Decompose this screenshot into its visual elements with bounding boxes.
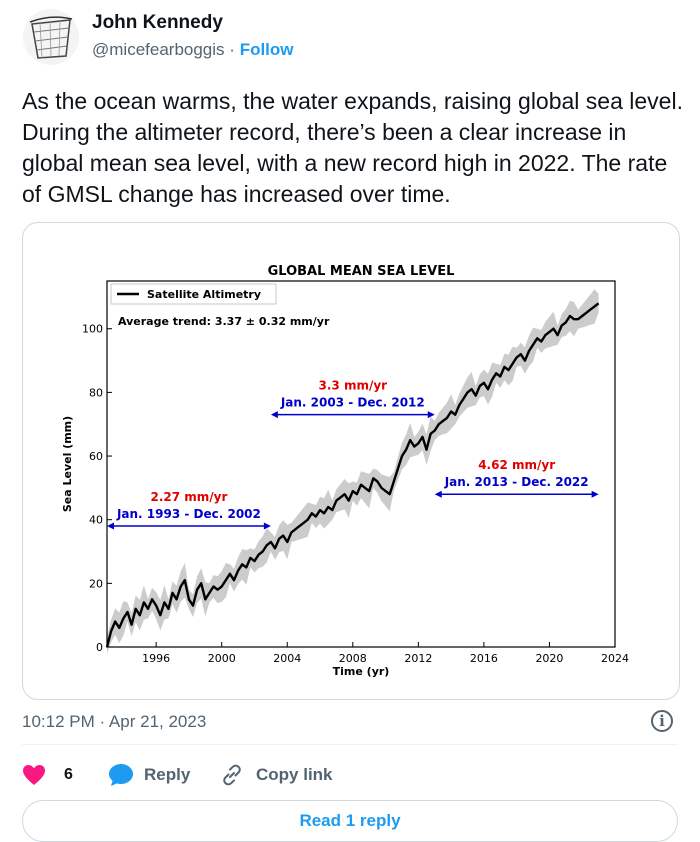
action-bar: 6 Reply Copy link — [22, 760, 678, 790]
period-label: Jan. 2003 - Dec. 2012 — [280, 396, 425, 410]
trend-annotation: Jan. 2013 - Dec. 2022 4.62 mm/yr — [434, 458, 599, 498]
rate-label: 3.3 mm/yr — [319, 379, 388, 393]
reply-bubble-icon — [109, 764, 133, 786]
uncertainty-band — [107, 289, 599, 654]
heart-icon — [23, 765, 45, 785]
legend: Satellite Altimetry — [110, 283, 277, 305]
period-label: Jan. 2013 - Dec. 2022 — [444, 475, 589, 489]
author-name[interactable]: John Kennedy — [92, 12, 223, 33]
x-tick-label: 2000 — [208, 652, 236, 665]
y-tick-label: 60 — [89, 450, 103, 463]
trend-label: Average trend: 3.37 ± 0.32 mm/yr — [118, 315, 330, 328]
rate-label: 4.62 mm/yr — [478, 458, 555, 472]
x-axis-label: Time (yr) — [333, 665, 390, 678]
y-tick-label: 80 — [89, 386, 103, 399]
bucket-sketch-icon — [23, 9, 79, 65]
avatar[interactable] — [22, 8, 80, 66]
tweet-media-chart[interactable]: GLOBAL MEAN SEA LEVEL Satellite Altimetr… — [22, 222, 680, 700]
x-tick-label: 2012 — [404, 652, 432, 665]
separator-dot: · — [229, 40, 235, 59]
copy-link-button[interactable]: Copy link — [220, 760, 333, 790]
arrow-head-right — [427, 411, 435, 419]
author-handle-row: @micefearboggis · Follow — [92, 40, 294, 60]
x-tick-label: 2016 — [470, 652, 498, 665]
info-icon[interactable]: i — [651, 710, 673, 732]
tweet-timestamp[interactable]: 10:12 PM · Apr 21, 2023 — [22, 712, 207, 731]
y-axis-label: Sea Level (mm) — [61, 416, 74, 512]
copy-link-label: Copy link — [256, 765, 333, 784]
x-tick-label: 1996 — [142, 652, 170, 665]
rate-label: 2.27 mm/yr — [150, 490, 227, 504]
x-tick-label: 2024 — [601, 652, 629, 665]
arrow-head-left — [270, 411, 278, 419]
chart-title: GLOBAL MEAN SEA LEVEL — [268, 264, 455, 279]
arrow-head-right — [263, 522, 271, 530]
reply-label: Reply — [144, 765, 191, 784]
tweet-text: As the ocean warms, the water expands, r… — [22, 88, 683, 207]
plot-frame — [106, 280, 616, 648]
trend-annotation: Jan. 1993 - Dec. 2002 2.27 mm/yr — [107, 490, 271, 530]
y-tick-label: 100 — [82, 323, 103, 336]
read-replies-button[interactable]: Read 1 reply — [22, 800, 678, 842]
arrow-head-left — [434, 490, 442, 498]
sea-level-chart: GLOBAL MEAN SEA LEVEL Satellite Altimetr… — [61, 264, 629, 678]
arrow-head-left — [107, 522, 114, 530]
x-tick-label: 2020 — [535, 652, 563, 665]
author-handle[interactable]: @micefearboggis — [92, 40, 225, 59]
like-button[interactable]: 6 — [22, 760, 73, 790]
arrow-head-right — [591, 490, 599, 498]
series-line-satellite-altimetry — [105, 302, 600, 648]
period-label: Jan. 1993 - Dec. 2002 — [116, 507, 261, 521]
link-icon — [223, 764, 241, 786]
x-tick-label: 2008 — [339, 652, 367, 665]
divider — [22, 744, 678, 745]
legend-label: Satellite Altimetry — [147, 288, 261, 301]
trend-annotation: Jan. 2003 - Dec. 2012 3.3 mm/yr — [270, 379, 435, 419]
y-tick-label: 0 — [96, 641, 103, 654]
y-tick-label: 20 — [89, 577, 103, 590]
follow-button[interactable]: Follow — [239, 40, 294, 59]
like-count: 6 — [64, 766, 73, 783]
reply-button[interactable]: Reply — [108, 760, 190, 790]
y-tick-label: 40 — [89, 514, 103, 527]
x-tick-label: 2004 — [273, 652, 301, 665]
